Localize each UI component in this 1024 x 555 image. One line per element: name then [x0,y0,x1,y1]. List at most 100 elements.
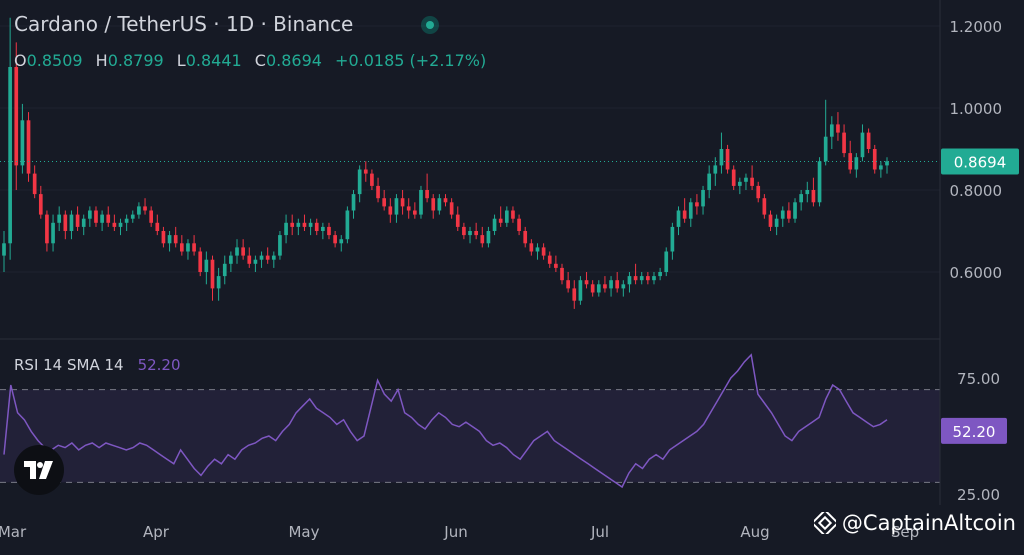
candle-body [167,235,172,244]
candle-body [388,206,393,215]
price-axis: 1.2000 1.0000 0.8000 0.6000 0.8694 75.00 25.00… [941,18,1019,504]
candle-body [118,222,123,227]
watermark: @CaptainAltcoin [813,511,1016,535]
candle-body [357,169,362,195]
candle-body [560,267,564,281]
candle-body [780,210,785,219]
candle-body [370,173,374,186]
candle-body [186,243,190,252]
candle-body [603,284,607,289]
candle-body [443,198,448,203]
candle-body [584,280,589,285]
candle-body [492,218,497,231]
candle-body [744,177,748,182]
tradingview-logo-icon[interactable] [14,445,64,495]
candle-body [854,157,859,170]
candle-body [646,276,650,281]
candle-body [259,255,264,260]
time-tick-label: May [288,523,319,541]
candle-body [363,169,368,174]
symbol-title[interactable]: Cardano / TetherUS · 1D · Binance [14,12,354,36]
candle-body [682,210,687,219]
candle-body [725,149,730,170]
low-label: L [176,51,186,70]
time-tick-label: Sep [891,523,919,541]
candle-body [486,231,491,244]
candle-body [229,255,233,264]
candle-body [836,124,840,133]
candle-body [842,132,846,154]
candle-body [8,67,12,244]
market-status-icon[interactable] [421,16,439,34]
candle-body [498,218,503,223]
candle-body [45,214,49,244]
candle-body [713,165,718,174]
candle-body [124,218,129,223]
candle-body [81,218,86,227]
candle-body [511,210,515,219]
rsi-tick-label: 25.00 [957,486,1000,504]
candle-body [204,259,209,272]
grid [0,25,940,273]
candle-body [547,255,552,264]
candle-body [94,210,98,223]
time-tick-label: Jul [590,523,609,541]
candle-body [823,136,828,162]
candle-body [210,259,215,289]
candle-body [253,259,258,264]
time-tick-label: Aug [740,523,769,541]
candle-body [419,190,423,215]
candle-body [51,222,55,244]
candle-body [26,120,31,174]
candle-body [449,202,454,215]
candle-body [2,243,6,256]
candle-body [345,210,350,240]
rsi-legend[interactable]: RSI 14 SMA 14 52.20 [14,356,181,374]
candle-body [627,276,632,285]
watermark-text: @CaptainAltcoin [841,511,1016,535]
rsi-label: RSI 14 SMA 14 [14,356,124,374]
candle-body [787,210,791,219]
candle-body [400,198,405,207]
candle-body [566,280,570,289]
low-value: 0.8441 [185,51,242,70]
candle-body [57,214,62,223]
candle-body [480,235,485,244]
candle-body [425,190,429,199]
rsi-legend-value: 52.20 [137,356,181,374]
candle-body [32,173,37,195]
candle-body [290,222,295,227]
close-value: 0.8694 [265,51,322,70]
candle-body [590,284,595,293]
price-tick-label: 1.0000 [950,100,1003,118]
price-tick-label: 1.2000 [950,18,1003,36]
candle-body [774,218,779,227]
candle-body [793,202,797,219]
candle-body [688,202,693,219]
candle-body [695,202,699,207]
candle-body [817,161,822,203]
time-axis: Mar Apr May Jun Jul Aug Sep [0,523,919,541]
candle-body [670,226,675,252]
candle-body [143,206,147,211]
candle-body [541,247,546,256]
price-tick-label: 0.6000 [950,264,1003,282]
candle-body [866,132,871,149]
candle-body [719,149,724,166]
candle-body [474,231,478,236]
candle-body [235,247,239,256]
candle-body [848,153,853,170]
price-tick-label: 0.8000 [950,182,1003,200]
candle-body [130,214,135,219]
candle-body [314,222,319,231]
candle-body [376,185,380,199]
candle-body [750,177,754,186]
candle-body [468,231,472,236]
candle-body [756,185,761,199]
candle-body [339,239,344,244]
rsi-series-line [3,353,888,489]
open-label: O [14,51,27,70]
last-price-badge [941,148,1019,175]
